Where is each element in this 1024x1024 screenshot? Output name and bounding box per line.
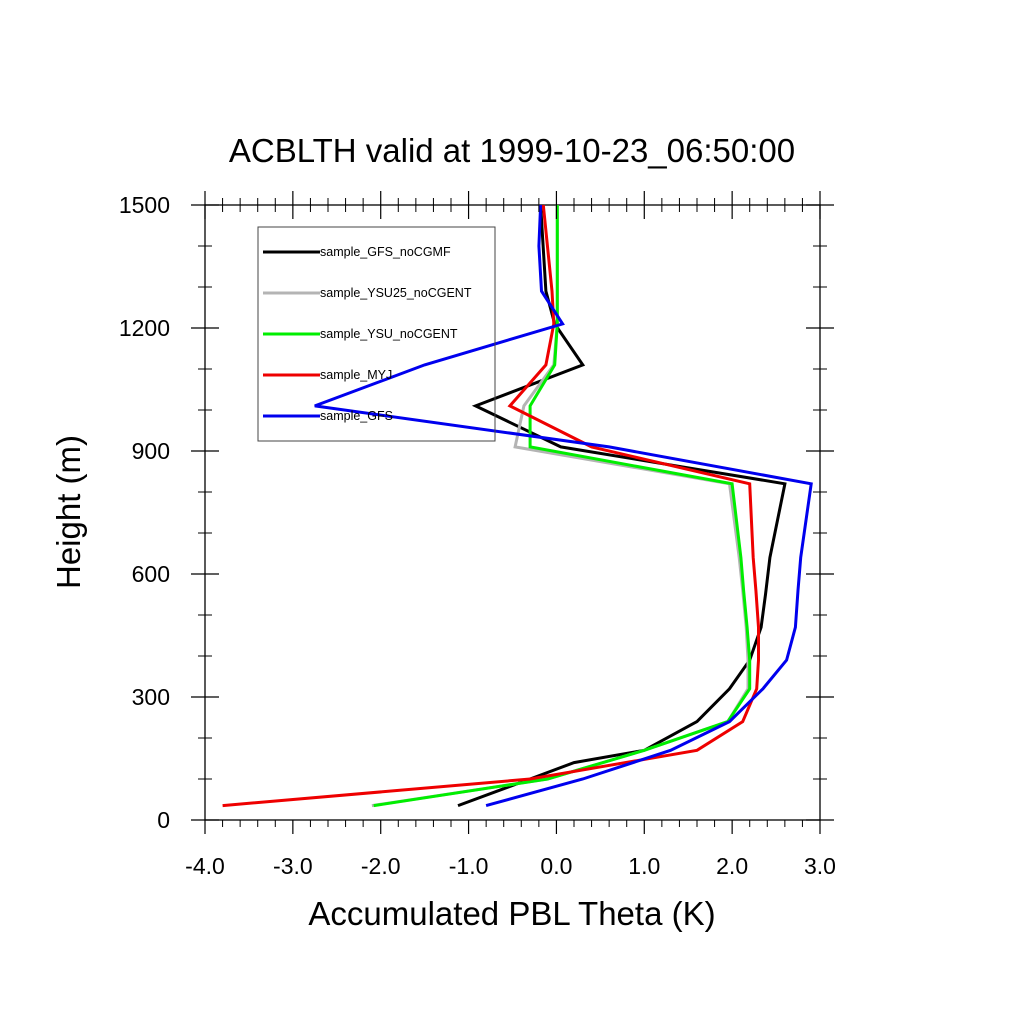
x-tick-label: 2.0	[716, 853, 748, 879]
y-tick-label: 900	[132, 438, 170, 464]
x-tick-label: -2.0	[361, 853, 401, 879]
y-tick-label: 0	[157, 807, 170, 833]
plot-area	[204, 204, 821, 821]
x-tick-label: 0.0	[540, 853, 572, 879]
legend-box	[257, 226, 496, 442]
x-tick-label: 1.0	[628, 853, 660, 879]
legend-label: sample_YSU_noCGENT	[320, 327, 458, 341]
x-axis-title: Accumulated PBL Theta (K)	[308, 895, 715, 932]
series-line-sample_MYJ	[222, 204, 760, 808]
series-line-sample_GFS_noCGMF	[457, 204, 787, 808]
series-line-sample_YSU_noCGENT	[373, 205, 752, 808]
x-tick-label: -1.0	[449, 853, 489, 879]
x-axis: -4.0 -3.0 -2.0 -1.0 0.0 1.0 2.0 3.0	[185, 191, 836, 879]
legend: sample_GFS_noCGMF sample_YSU25_noCGENTsam…	[257, 226, 496, 442]
x-tick-label: -4.0	[185, 853, 225, 879]
x-tick-label: 3.0	[804, 853, 836, 879]
y-tick-label: 1200	[119, 315, 170, 341]
plot-frame	[204, 204, 821, 821]
chart-title: ACBLTH valid at 1999-10-23_06:50:00	[229, 132, 795, 169]
y-tick-label: 300	[132, 684, 170, 710]
legend-label: sample_YSU25_noCGENT	[320, 286, 472, 300]
y-axis: 0 300 600 900 1200 1500	[119, 192, 834, 833]
y-tick-label: 1500	[119, 192, 170, 218]
legend-label: sample_GFS	[320, 409, 393, 423]
legend-label: sample_MYJ	[320, 368, 392, 382]
series-line-sample_GFS	[314, 204, 813, 808]
y-axis-title: Height (m)	[50, 435, 87, 589]
y-tick-label: 600	[132, 561, 170, 587]
legend-label: sample_GFS_noCGMF	[320, 245, 451, 259]
x-tick-label: -3.0	[273, 853, 313, 879]
